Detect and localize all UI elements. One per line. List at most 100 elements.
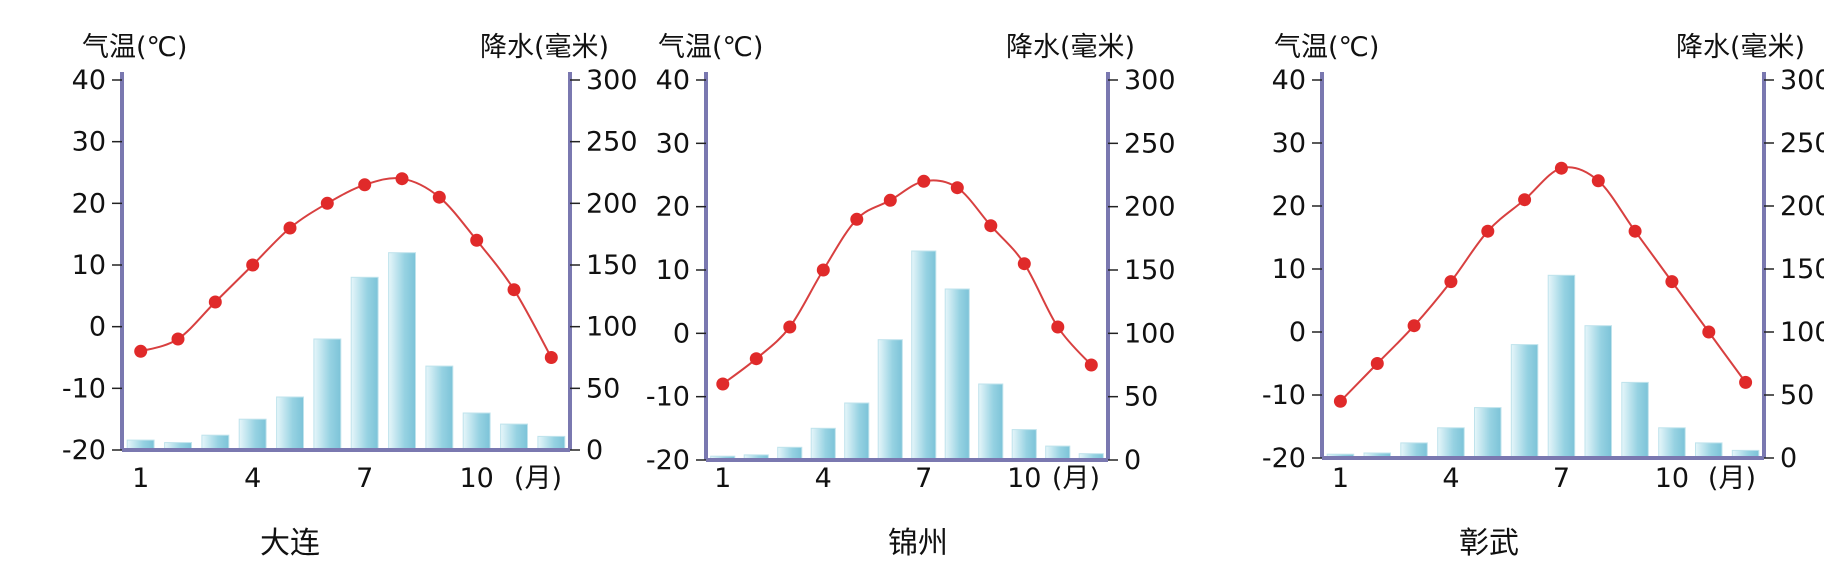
precip-axis-label: 降水(毫米) <box>480 32 609 63</box>
precip-tick-label: 300 <box>1124 65 1176 96</box>
temperature-point <box>1051 320 1065 334</box>
temperature-point <box>171 332 185 346</box>
precip-tick-label: 50 <box>1124 382 1158 413</box>
temp-tick-label: 0 <box>89 312 106 343</box>
precip-bar <box>1510 344 1539 459</box>
precip-tick-label: 250 <box>1124 128 1176 159</box>
precip-tick-label: 100 <box>1124 318 1176 349</box>
temp-tick-label: 0 <box>1289 317 1306 348</box>
precip-bar <box>350 276 379 451</box>
precip-tick-label: 0 <box>1780 443 1797 474</box>
temp-tick-label: 40 <box>72 65 106 96</box>
temperature-point <box>1444 275 1458 289</box>
temperature-point <box>507 283 521 297</box>
temperature-point <box>716 377 730 391</box>
temperature-point <box>883 193 897 207</box>
precip-bar <box>313 338 342 451</box>
temp-tick-label: 0 <box>673 318 690 349</box>
month-unit-label: (月) <box>514 463 562 494</box>
month-tick-label: 4 <box>815 463 832 494</box>
precip-tick-label: 150 <box>1780 254 1824 285</box>
temperature-point <box>1702 325 1716 339</box>
precip-bar <box>1474 407 1502 459</box>
precip-axis-label: 降水(毫米) <box>1006 32 1135 63</box>
city-name-jinzhou: 锦州 <box>888 526 948 561</box>
temperature-point <box>1370 357 1384 370</box>
month-unit-label: (月) <box>1708 463 1756 494</box>
temperature-point <box>1084 358 1098 372</box>
precip-tick-label: 250 <box>1780 128 1824 159</box>
precip-bar <box>1437 427 1465 459</box>
temp-tick-label: -20 <box>1262 443 1306 474</box>
precip-bar <box>911 250 937 461</box>
temp-tick-label: 20 <box>1272 191 1306 222</box>
temp-tick-label: 30 <box>1272 128 1306 159</box>
temperature-line <box>1339 166 1747 403</box>
temperature-point <box>1554 161 1568 175</box>
temperature-point <box>134 344 148 358</box>
temperature-point <box>783 320 797 334</box>
temp-axis-label: 气温(℃) <box>658 32 763 63</box>
month-tick-label: 1 <box>132 463 149 494</box>
precip-bar <box>944 288 970 461</box>
precip-bar <box>844 402 870 461</box>
precip-tick-label: 0 <box>586 435 603 466</box>
temp-tick-label: 20 <box>72 188 106 219</box>
temp-tick-label: -20 <box>62 435 106 466</box>
precip-bar <box>388 252 417 451</box>
precip-bar <box>238 418 267 451</box>
temperature-point <box>432 190 446 204</box>
precip-bar <box>1695 442 1723 459</box>
month-tick-label: 4 <box>244 463 261 494</box>
precip-tick-label: 50 <box>1780 380 1814 411</box>
temperature-point <box>1333 394 1347 408</box>
precip-bar <box>201 434 230 451</box>
precip-bar <box>1011 429 1037 461</box>
temperature-point <box>816 263 830 277</box>
month-tick-label: 7 <box>356 463 373 494</box>
precip-bar <box>425 365 454 451</box>
precip-tick-label: 300 <box>586 65 638 96</box>
precip-bar <box>462 412 491 451</box>
temp-tick-label: -10 <box>646 382 690 413</box>
temperature-point <box>1407 319 1421 333</box>
precip-bar <box>500 423 529 451</box>
precip-tick-label: 150 <box>1124 255 1176 286</box>
temp-tick-label: 10 <box>656 255 690 286</box>
temperature-point <box>544 351 558 364</box>
temp-axis-label: 气温(℃) <box>1274 32 1379 63</box>
month-tick-label: 1 <box>714 463 731 494</box>
temperature-point <box>358 178 372 192</box>
temperature-point <box>395 172 409 186</box>
temp-tick-label: -10 <box>1262 380 1306 411</box>
precip-bar <box>1400 442 1428 459</box>
temperature-point <box>917 174 931 188</box>
temperature-point <box>1017 257 1031 271</box>
precip-tick-label: 200 <box>1124 192 1176 223</box>
temp-tick-label: -20 <box>646 445 690 476</box>
temperature-point <box>1739 375 1753 389</box>
temperature-point <box>470 233 484 247</box>
precip-tick-label: 250 <box>586 127 638 158</box>
precip-bar <box>1045 445 1071 461</box>
temperature-line <box>722 179 1093 385</box>
temperature-line <box>140 177 553 358</box>
temp-tick-label: 30 <box>656 128 690 159</box>
month-tick-label: 1 <box>1332 463 1349 494</box>
precip-bar <box>1621 381 1649 459</box>
temp-tick-label: -10 <box>62 373 106 404</box>
temp-tick-label: 40 <box>656 65 690 96</box>
temp-axis-label: 气温(℃) <box>82 32 187 63</box>
precip-bar <box>1658 427 1686 459</box>
precip-bar <box>1547 274 1576 459</box>
month-tick-label: 10 <box>1007 463 1041 494</box>
precip-tick-label: 0 <box>1124 445 1141 476</box>
temp-tick-label: 40 <box>1272 65 1306 96</box>
temp-tick-label: 30 <box>72 127 106 158</box>
month-tick-label: 7 <box>915 463 932 494</box>
precip-bar <box>810 427 836 461</box>
precip-tick-label: 50 <box>586 373 620 404</box>
month-tick-label: 10 <box>459 463 493 494</box>
